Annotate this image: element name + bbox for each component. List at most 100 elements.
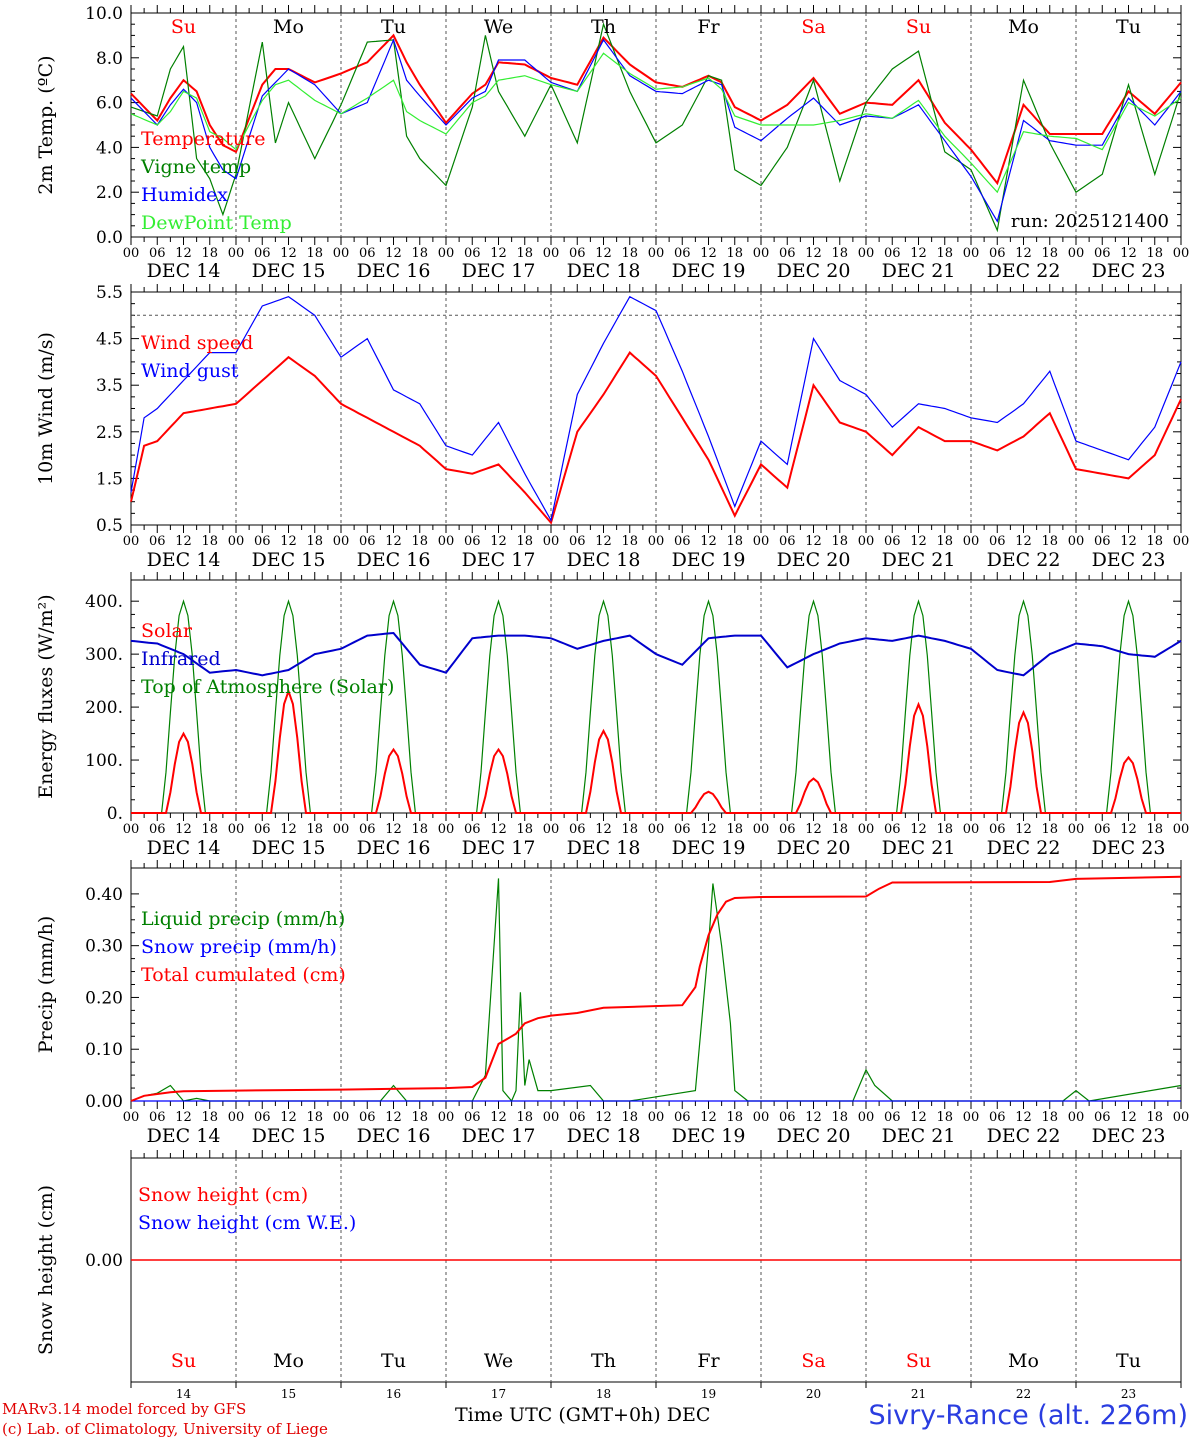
- hour-tick-label: 12: [1015, 534, 1032, 549]
- hour-tick-label: 12: [910, 246, 927, 261]
- date-label: DEC 15: [252, 549, 326, 571]
- date-label: DEC 20: [777, 549, 851, 571]
- lab-credit: (c) Lab. of Climatology, University of L…: [2, 1420, 328, 1438]
- hour-tick-label: 12: [490, 822, 507, 837]
- hour-tick-label: 00: [1173, 822, 1190, 837]
- y-tick-label: 3.5: [96, 376, 123, 396]
- hour-tick-label: 00: [648, 534, 665, 549]
- y-tick-label: 0.0: [96, 228, 123, 248]
- weekday-label: Mo: [1008, 1350, 1039, 1372]
- y-tick-label: 0.40: [85, 885, 123, 905]
- hour-tick-label: 12: [595, 246, 612, 261]
- y-tick-label: 2.0: [96, 183, 123, 203]
- hour-tick-label: 06: [464, 534, 481, 549]
- date-label: DEC 21: [882, 837, 956, 859]
- hour-tick-label: 12: [280, 822, 297, 837]
- date-label: DEC 21: [882, 1125, 956, 1147]
- y-tick-label: 4.5: [96, 330, 123, 350]
- hour-tick-label: 00: [228, 246, 245, 261]
- legend-entry: Temperature: [141, 128, 265, 150]
- y-tick-label: 200.: [85, 698, 123, 718]
- hour-tick-label: 00: [858, 1110, 875, 1125]
- hour-tick-label: 18: [831, 246, 848, 261]
- hour-tick-label: 00: [543, 822, 560, 837]
- hour-tick-label: 18: [306, 822, 323, 837]
- y-tick-label: 100.: [85, 751, 123, 771]
- weekday-label: Su: [906, 1350, 931, 1372]
- legend-entry: DewPoint Temp: [141, 212, 292, 234]
- hour-tick-label: 00: [543, 246, 560, 261]
- day-number-label: 20: [806, 1387, 821, 1401]
- date-label: DEC 18: [567, 260, 641, 282]
- date-label: DEC 21: [882, 549, 956, 571]
- hour-tick-label: 12: [595, 822, 612, 837]
- hour-tick-label: 18: [1146, 534, 1163, 549]
- hour-tick-label: 00: [123, 1110, 140, 1125]
- hour-tick-label: 12: [490, 534, 507, 549]
- hour-tick-label: 12: [280, 246, 297, 261]
- hour-tick-label: 18: [306, 534, 323, 549]
- hour-tick-label: 12: [805, 246, 822, 261]
- hour-tick-label: 06: [149, 246, 166, 261]
- hour-tick-label: 18: [516, 534, 533, 549]
- y-tick-label: 0.00: [85, 1092, 123, 1112]
- hour-tick-label: 18: [726, 246, 743, 261]
- date-label: DEC 22: [987, 260, 1061, 282]
- legend-entry: Liquid precip (mm/h): [141, 908, 345, 930]
- hour-tick-label: 00: [228, 822, 245, 837]
- hour-tick-label: 18: [516, 822, 533, 837]
- weekday-label: Fr: [697, 16, 720, 38]
- hour-tick-label: 12: [595, 534, 612, 549]
- hour-tick-label: 18: [1146, 246, 1163, 261]
- hour-tick-label: 18: [936, 1110, 953, 1125]
- hour-tick-label: 00: [1068, 822, 1085, 837]
- hour-tick-label: 18: [621, 246, 638, 261]
- hour-tick-label: 06: [149, 534, 166, 549]
- legend-entry: Snow height (cm W.E.): [138, 1212, 356, 1234]
- hour-tick-label: 12: [490, 246, 507, 261]
- hour-tick-label: 18: [306, 1110, 323, 1125]
- series-line-infrared: [130, 631, 1182, 677]
- y-axis-label: 10m Wind (m/s): [35, 332, 57, 485]
- date-label: DEC 23: [1092, 549, 1166, 571]
- y-tick-label: 300.: [85, 645, 123, 665]
- hour-tick-label: 18: [1041, 1110, 1058, 1125]
- date-label: DEC 15: [252, 1125, 326, 1147]
- hour-tick-label: 00: [1068, 1110, 1085, 1125]
- hour-tick-label: 18: [831, 534, 848, 549]
- hour-tick-label: 06: [779, 534, 796, 549]
- hour-tick-label: 06: [254, 822, 271, 837]
- date-label: DEC 18: [567, 549, 641, 571]
- hour-tick-label: 12: [385, 534, 402, 549]
- date-label: DEC 19: [672, 549, 746, 571]
- hour-tick-label: 18: [306, 246, 323, 261]
- date-label: DEC 20: [777, 837, 851, 859]
- hour-tick-label: 06: [989, 246, 1006, 261]
- date-label: DEC 22: [987, 837, 1061, 859]
- hour-tick-label: 00: [648, 1110, 665, 1125]
- hour-tick-label: 12: [175, 534, 192, 549]
- hour-tick-label: 00: [1068, 534, 1085, 549]
- weekday-label: Sa: [801, 16, 825, 38]
- weekday-label: Th: [591, 1350, 616, 1372]
- weekday-label: Tu: [1116, 16, 1141, 38]
- hour-tick-label: 00: [858, 822, 875, 837]
- weekday-label: Mo: [273, 16, 304, 38]
- date-label: DEC 16: [357, 549, 431, 571]
- hour-tick-label: 18: [516, 1110, 533, 1125]
- hour-tick-label: 06: [1094, 822, 1111, 837]
- hour-tick-label: 06: [1094, 246, 1111, 261]
- weekday-label: Mo: [1008, 16, 1039, 38]
- date-label: DEC 14: [147, 1125, 221, 1147]
- legend-entry: Snow precip (mm/h): [141, 936, 337, 958]
- y-axis-label: Snow height (cm): [35, 1185, 57, 1355]
- hour-tick-label: 00: [753, 822, 770, 837]
- date-label: DEC 18: [567, 1125, 641, 1147]
- hour-tick-label: 06: [569, 1110, 586, 1125]
- weekday-label: Su: [171, 16, 196, 38]
- hour-tick-label: 18: [411, 822, 428, 837]
- series-line-temperature: [130, 33, 1182, 186]
- hour-tick-label: 18: [936, 534, 953, 549]
- hour-tick-label: 00: [963, 534, 980, 549]
